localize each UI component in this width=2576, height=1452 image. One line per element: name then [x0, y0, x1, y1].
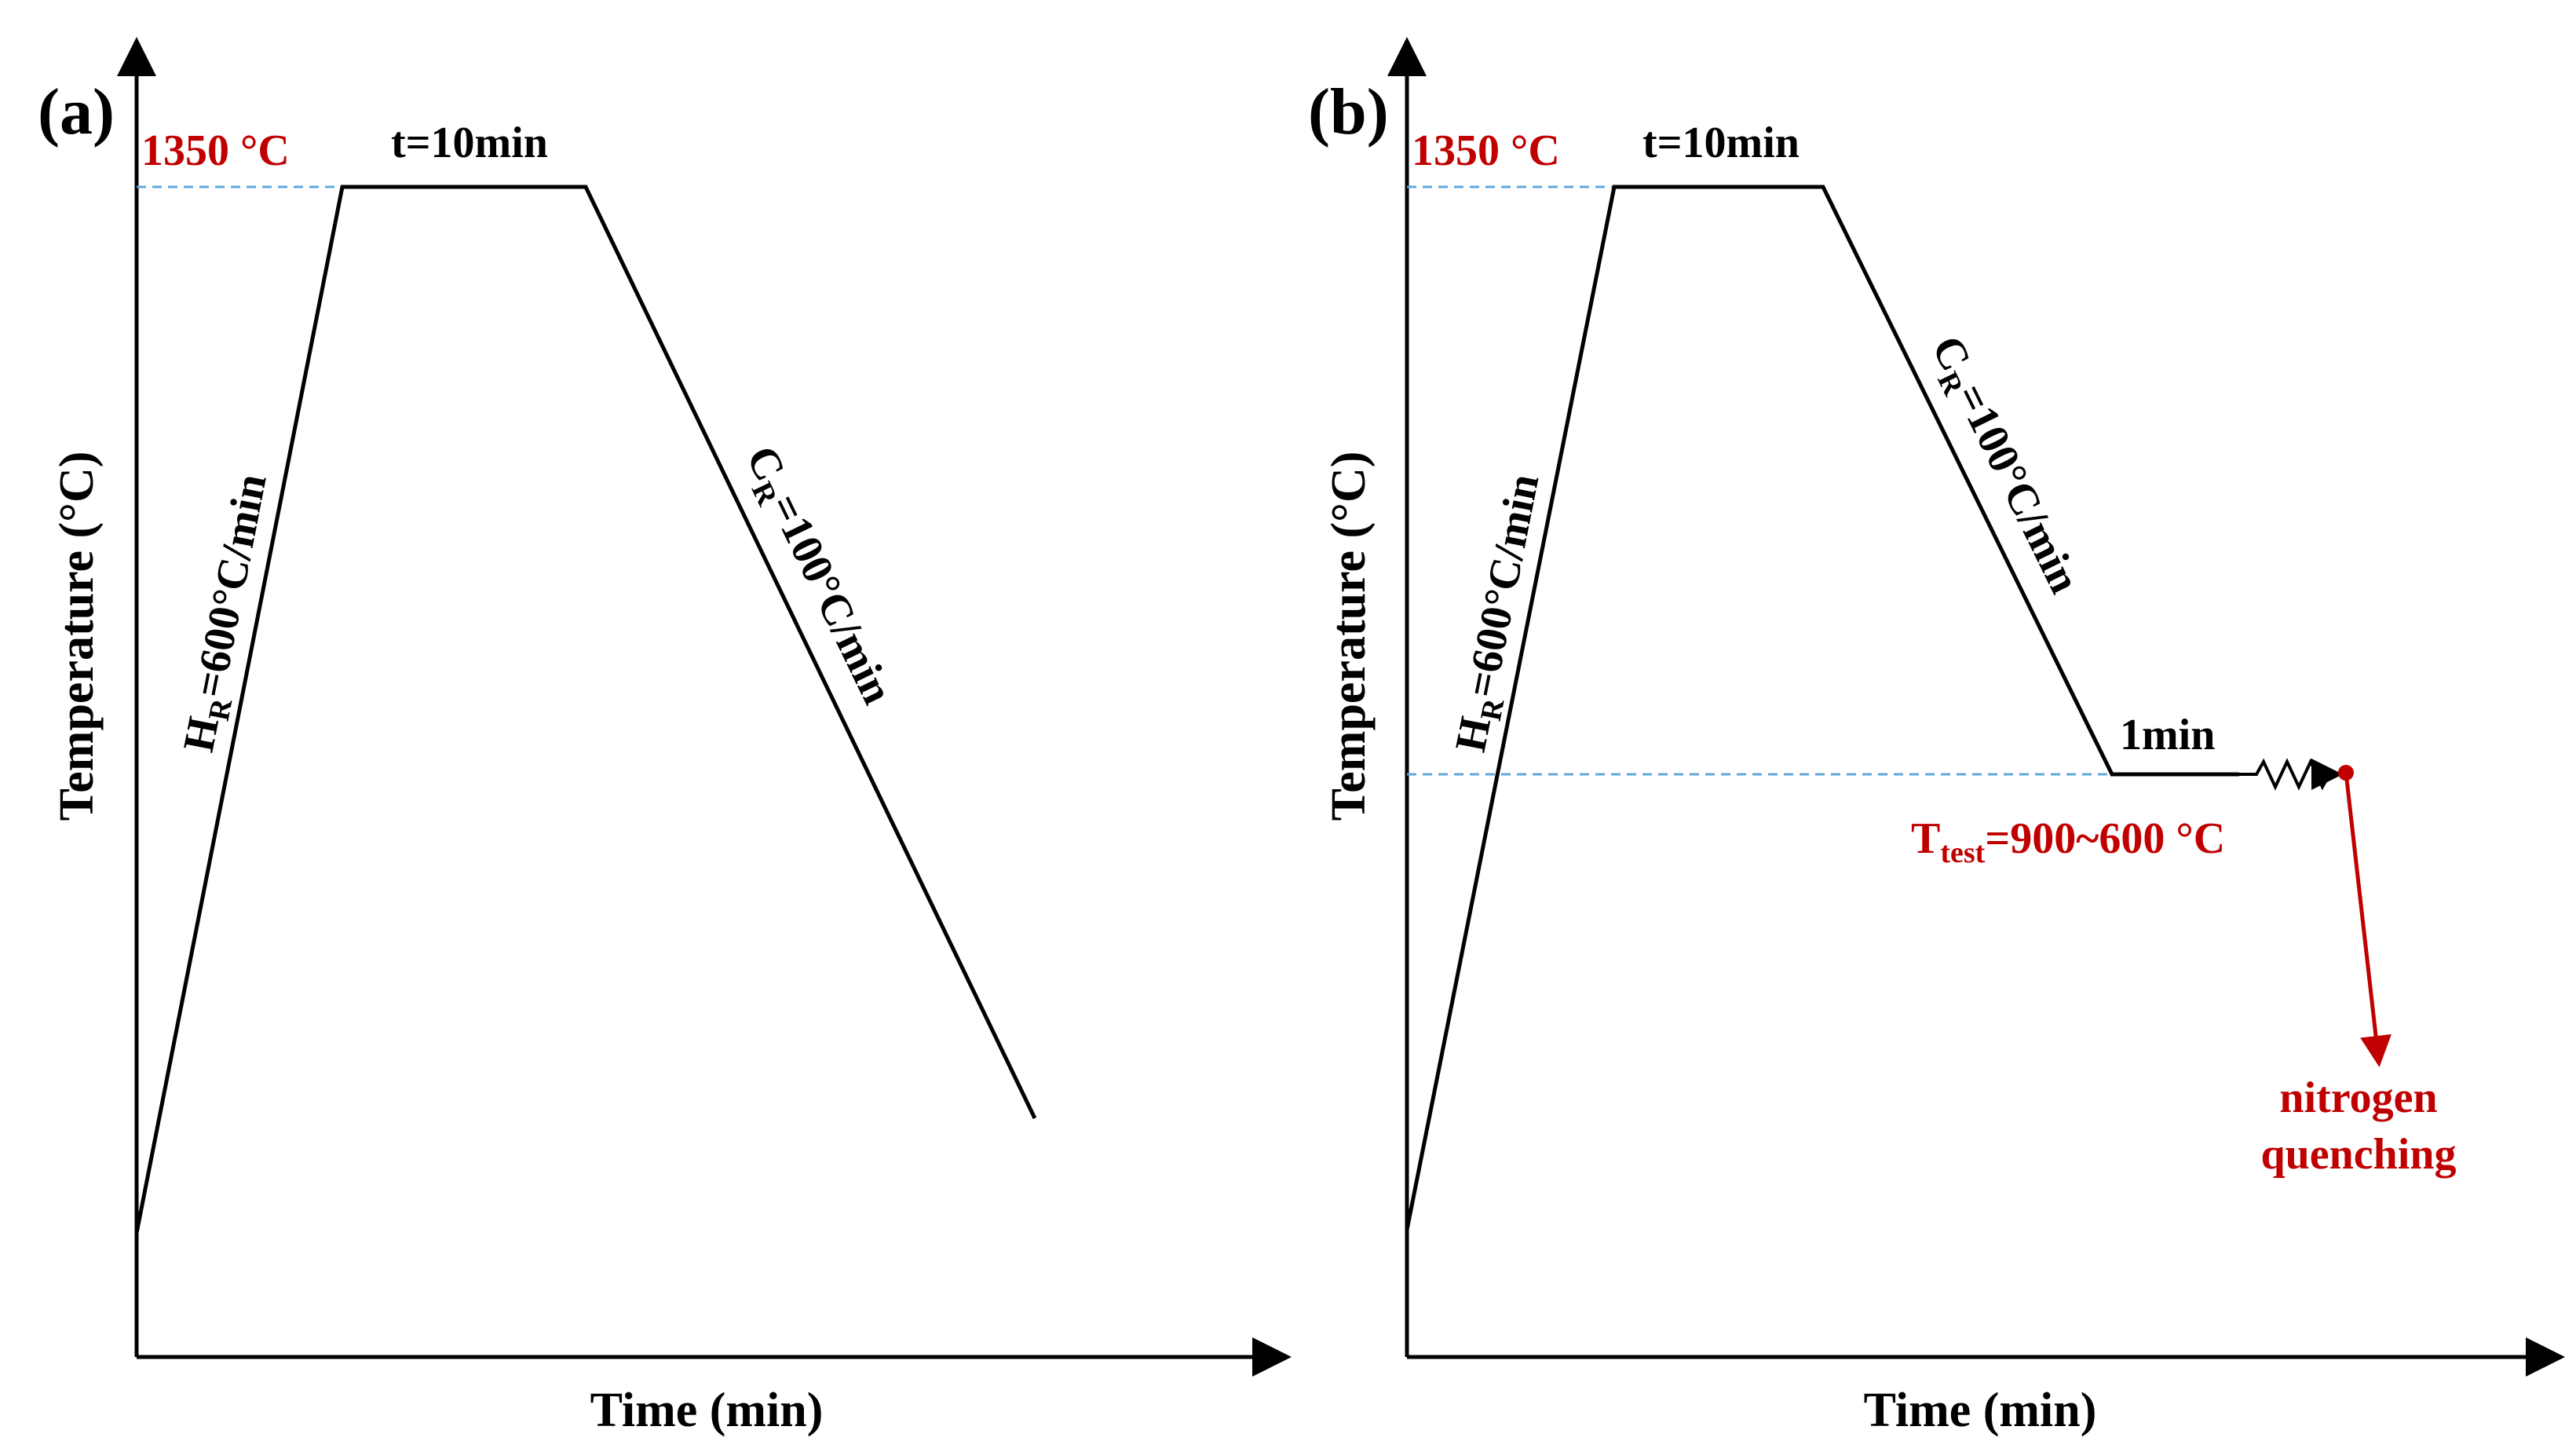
panel-b-isothermal-hold: 1min	[2120, 711, 2215, 759]
panel-b-hold-time: t=10min	[1642, 119, 1800, 167]
panel-a-cooling-rate: CR=100°C/min	[731, 439, 902, 715]
panel-a-letter: (a)	[38, 75, 115, 148]
panel-b-zigzag	[2239, 758, 2343, 791]
panel-b-quench-arrow	[2344, 772, 2391, 1067]
panel-b-y-axis-title: Temperature (°C)	[1322, 452, 1376, 821]
panel-b-quench-label-line2: quenching	[2261, 1130, 2457, 1179]
panel-b: (b) 1350 °C t=10min HR=600°C/min CR=100°…	[1308, 37, 2565, 1437]
panel-a-x-axis-title: Time (min)	[590, 1384, 824, 1437]
panel-a-temperature-curve	[134, 185, 1037, 1234]
panel-b-cooling-rate: CR=100°C/min	[1916, 328, 2089, 603]
panel-a-peak-temp: 1350 °C	[141, 126, 290, 175]
panel-b-heating-rate: HR=600°C/min	[1446, 470, 1555, 757]
panel-a: (a) 1350 °C t=10min HR=600°C/min CR=100°…	[38, 37, 1292, 1437]
panel-b-test-temp: Ttest=900~600 °C	[1911, 814, 2225, 869]
panel-b-x-axis-title: Time (min)	[1864, 1384, 2097, 1437]
panel-a-y-axis-title: Temperature (°C)	[50, 452, 104, 821]
panel-b-peak-temp: 1350 °C	[1412, 126, 1560, 175]
panel-b-quench-label-line1: nitrogen	[2279, 1073, 2437, 1122]
panel-b-temperature-curve	[1405, 185, 2239, 1231]
panel-a-hold-time: t=10min	[391, 119, 548, 167]
panel-a-heating-rate: HR=600°C/min	[174, 470, 283, 757]
panel-b-letter: (b)	[1308, 75, 1389, 148]
